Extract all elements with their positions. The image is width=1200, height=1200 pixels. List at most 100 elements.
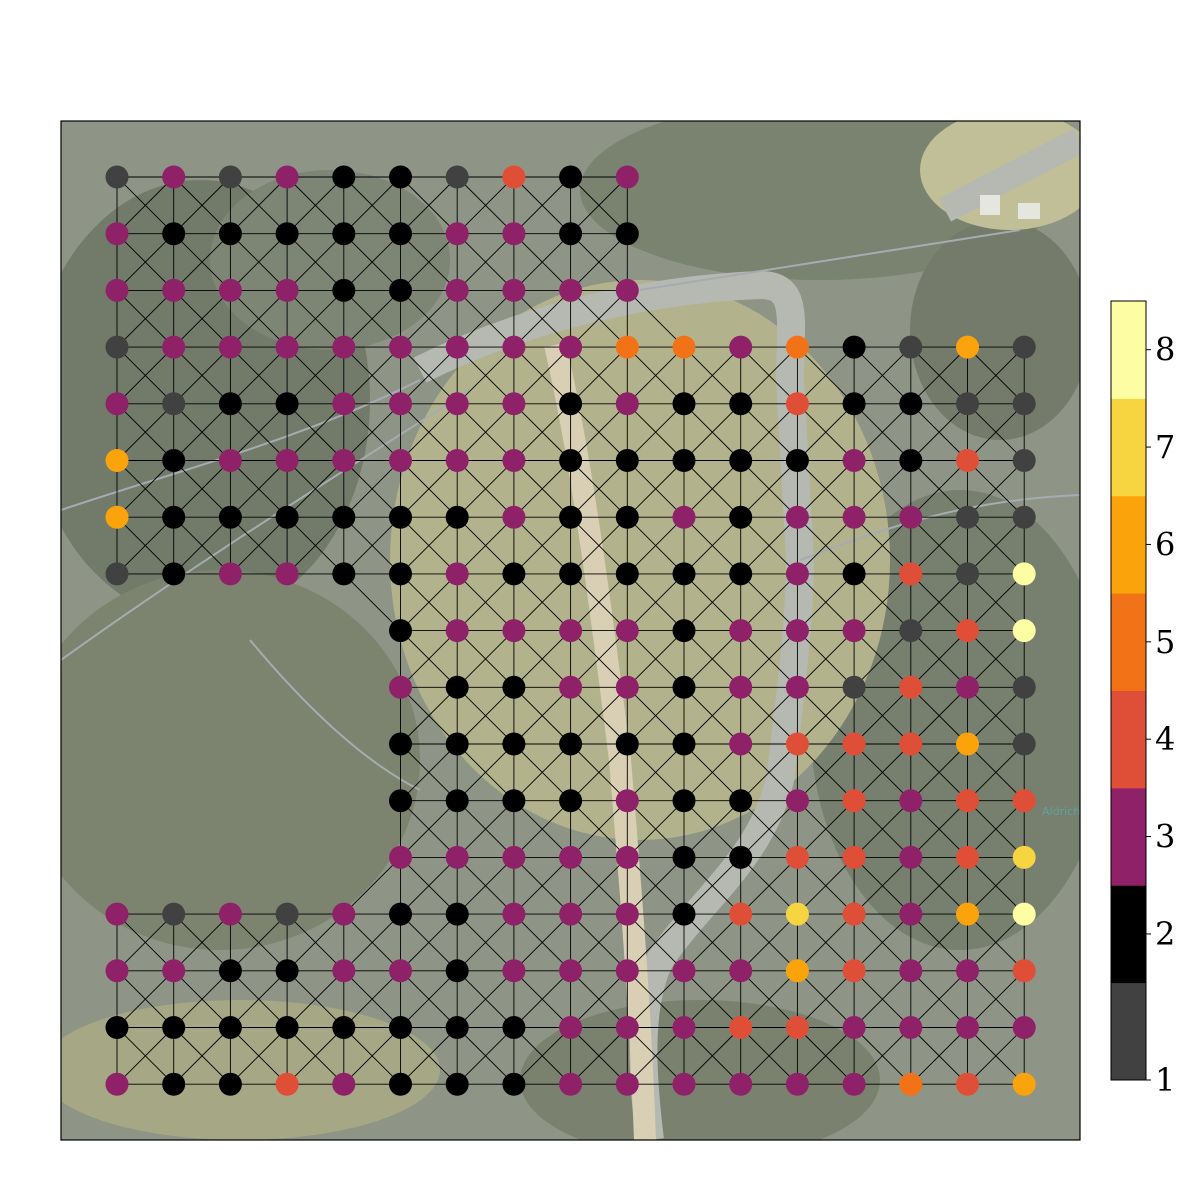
grid-diagonal <box>400 630 458 688</box>
grid-diagonal <box>967 800 1025 858</box>
grid-diagonal <box>910 346 968 405</box>
data-point <box>615 222 639 246</box>
data-point <box>332 449 356 472</box>
grid-diagonal <box>343 460 401 518</box>
grid-diagonal <box>343 176 401 235</box>
data-point <box>615 959 639 983</box>
grid-diagonal <box>286 403 345 461</box>
data-point <box>389 789 412 813</box>
data-point <box>502 789 526 813</box>
grid-diagonal <box>400 970 458 1028</box>
grid-diagonal <box>683 573 742 631</box>
data-point <box>615 165 639 189</box>
data-point <box>105 1016 129 1039</box>
data-point <box>899 789 923 813</box>
data-point <box>105 165 129 189</box>
data-point <box>729 562 753 586</box>
colorbar-segment <box>1111 495 1146 594</box>
grid-diagonal <box>400 686 458 745</box>
grid-diagonal <box>683 686 742 745</box>
data-point <box>445 1072 469 1096</box>
data-point <box>162 165 186 189</box>
grid-diagonal <box>853 686 912 745</box>
data-point <box>1012 449 1036 472</box>
data-point <box>899 675 923 699</box>
grid-diagonal <box>570 516 628 575</box>
grid-diagonal <box>456 686 515 745</box>
data-point <box>502 675 526 699</box>
grid-diagonal <box>910 460 968 518</box>
data-point <box>1012 392 1036 416</box>
grid-diagonal <box>286 1027 345 1085</box>
data-point <box>615 789 639 813</box>
data-point <box>389 335 412 359</box>
data-point <box>615 1072 639 1096</box>
grid-diagonal <box>910 743 968 802</box>
grid-diagonal <box>513 970 571 1028</box>
data-point <box>615 562 639 586</box>
data-point <box>672 562 696 586</box>
grid-diagonal <box>456 970 515 1028</box>
grid-diagonal <box>910 573 968 631</box>
data-point <box>332 1072 356 1096</box>
data-point <box>105 278 129 302</box>
data-point <box>389 562 412 586</box>
grid-diagonal <box>967 346 1025 405</box>
grid-diagonal <box>400 233 458 291</box>
grid-diagonal <box>513 290 571 348</box>
grid-diagonal <box>570 1027 628 1085</box>
data-point <box>389 1016 412 1039</box>
plot-frame <box>60 120 1081 1141</box>
data-point <box>672 732 696 756</box>
grid-diagonal <box>967 743 1025 802</box>
data-point <box>729 675 753 699</box>
data-point <box>899 732 923 756</box>
data-point <box>956 732 979 756</box>
data-point <box>842 789 866 813</box>
grid-diagonal <box>740 460 798 518</box>
data-point <box>672 845 696 869</box>
grid-diagonal <box>230 346 288 405</box>
grid-diagonal <box>456 460 515 518</box>
colorbar-segment <box>1111 982 1146 1081</box>
data-point <box>218 392 242 416</box>
data-point <box>1012 562 1036 586</box>
grid-diagonal <box>967 630 1025 688</box>
data-point <box>389 449 412 472</box>
grid-diagonal <box>116 290 175 348</box>
grid-diagonal <box>853 516 912 575</box>
data-point <box>502 619 526 643</box>
data-point <box>389 165 412 189</box>
data-point <box>785 392 809 416</box>
colorbar-tick-label: 1 <box>1155 1061 1175 1099</box>
data-point <box>445 845 469 869</box>
grid-diagonal <box>173 460 231 518</box>
grid-diagonal <box>910 800 968 858</box>
colorbar-tick-label: 4 <box>1155 720 1175 758</box>
grid-diagonal <box>456 857 515 915</box>
grid-diagonal <box>853 573 912 631</box>
grid-diagonal <box>967 686 1025 745</box>
grid-diagonal <box>683 1027 742 1085</box>
data-point <box>729 902 753 926</box>
data-point <box>502 1072 526 1096</box>
grid-diagonal <box>286 970 345 1028</box>
data-point <box>559 732 583 756</box>
data-point <box>672 619 696 643</box>
grid-diagonal <box>173 1027 231 1085</box>
data-point <box>559 902 583 926</box>
grid-diagonal <box>513 233 571 291</box>
data-point <box>956 449 979 472</box>
data-point <box>502 222 526 246</box>
data-point <box>842 959 866 983</box>
grid-diagonal <box>967 460 1025 518</box>
grid-diagonal <box>230 1027 288 1085</box>
grid-diagonal <box>740 516 798 575</box>
data-point <box>899 1016 923 1039</box>
data-point <box>729 1016 753 1039</box>
data-point <box>785 845 809 869</box>
data-point <box>105 959 129 983</box>
data-point <box>899 335 923 359</box>
data-point <box>275 335 299 359</box>
